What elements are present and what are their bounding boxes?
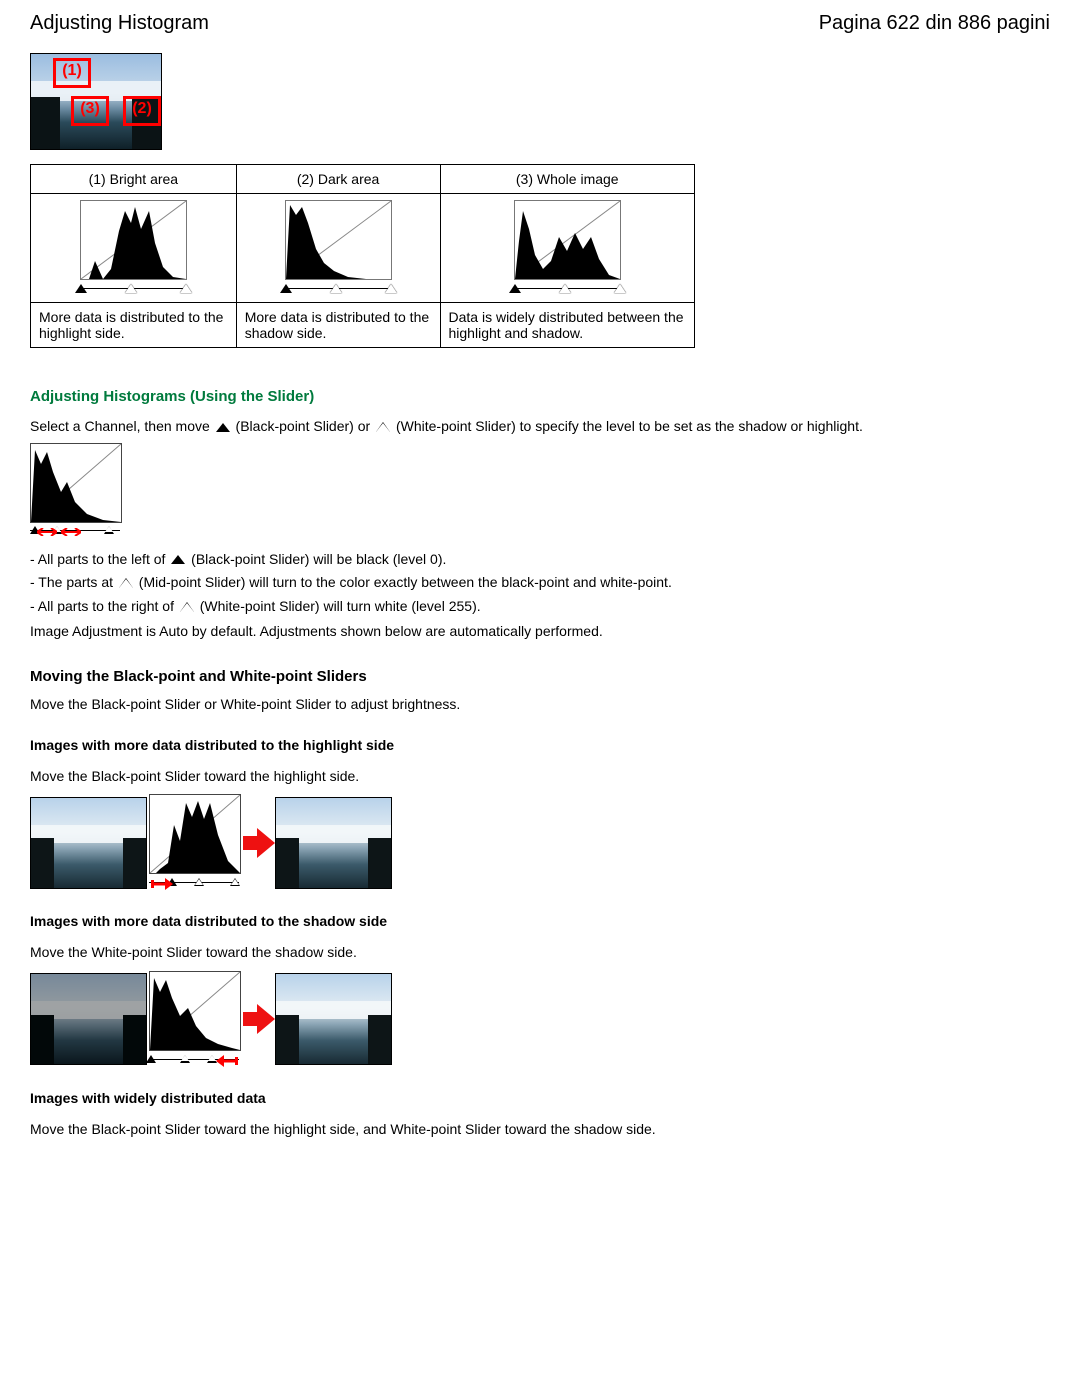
arrow-icon [243, 1004, 273, 1034]
black-point-icon [216, 423, 230, 432]
example-strip [30, 794, 1050, 891]
subsection-text: Move the White-point Slider toward the s… [30, 943, 1050, 963]
section1-note: Image Adjustment is Auto by default. Adj… [30, 622, 1050, 642]
after-photo [275, 973, 392, 1065]
histogram-table: (1) Bright area(2) Dark area(3) Whole im… [30, 164, 695, 348]
strip-histogram [149, 971, 241, 1068]
arrow-icon [243, 828, 273, 858]
example-strip [30, 971, 1050, 1068]
white-point-icon [376, 423, 390, 432]
white-point-icon [180, 603, 194, 612]
table-description: Data is widely distributed between the h… [440, 303, 695, 348]
annotation-box: (1) [53, 58, 91, 88]
section1-intro: Select a Channel, then move (Black-point… [30, 417, 1050, 437]
section-heading-adjusting: Adjusting Histograms (Using the Slider) [30, 388, 1050, 405]
strip-histogram [149, 794, 241, 891]
annotation-box: (3) [71, 96, 109, 126]
annotated-thumbnail: (1) (2) (3) [30, 53, 162, 150]
bullet-line: - The parts at (Mid-point Slider) will t… [30, 573, 1050, 593]
example-histogram [30, 443, 1050, 538]
histogram-cell [31, 194, 237, 303]
black-point-icon [171, 555, 185, 564]
bullet-line: - All parts to the left of (Black-point … [30, 550, 1050, 570]
white-point-icon [119, 579, 133, 588]
annotation-box: (2) [123, 96, 161, 126]
table-header: (3) Whole image [440, 165, 695, 194]
bullet-line: - All parts to the right of (White-point… [30, 597, 1050, 617]
table-header: (2) Dark area [236, 165, 440, 194]
subsection-text: Move the Black-point Slider toward the h… [30, 1120, 1050, 1140]
table-description: More data is distributed to the highligh… [31, 303, 237, 348]
subsection-heading: Images with widely distributed data [30, 1090, 1050, 1106]
histogram-cell [236, 194, 440, 303]
section-heading-moving: Moving the Black-point and White-point S… [30, 668, 1050, 685]
table-header: (1) Bright area [31, 165, 237, 194]
page-title: Adjusting Histogram [30, 12, 209, 35]
after-photo [275, 797, 392, 889]
before-photo [30, 797, 147, 889]
subsection-text: Move the Black-point Slider toward the h… [30, 767, 1050, 787]
page-header: Adjusting Histogram Pagina 622 din 886 p… [30, 12, 1050, 35]
histogram-cell [440, 194, 695, 303]
before-photo [30, 973, 147, 1065]
section2-intro: Move the Black-point Slider or White-poi… [30, 695, 1050, 715]
subsection-heading: Images with more data distributed to the… [30, 913, 1050, 929]
page-number: Pagina 622 din 886 pagini [819, 12, 1050, 35]
table-description: More data is distributed to the shadow s… [236, 303, 440, 348]
subsection-heading: Images with more data distributed to the… [30, 737, 1050, 753]
